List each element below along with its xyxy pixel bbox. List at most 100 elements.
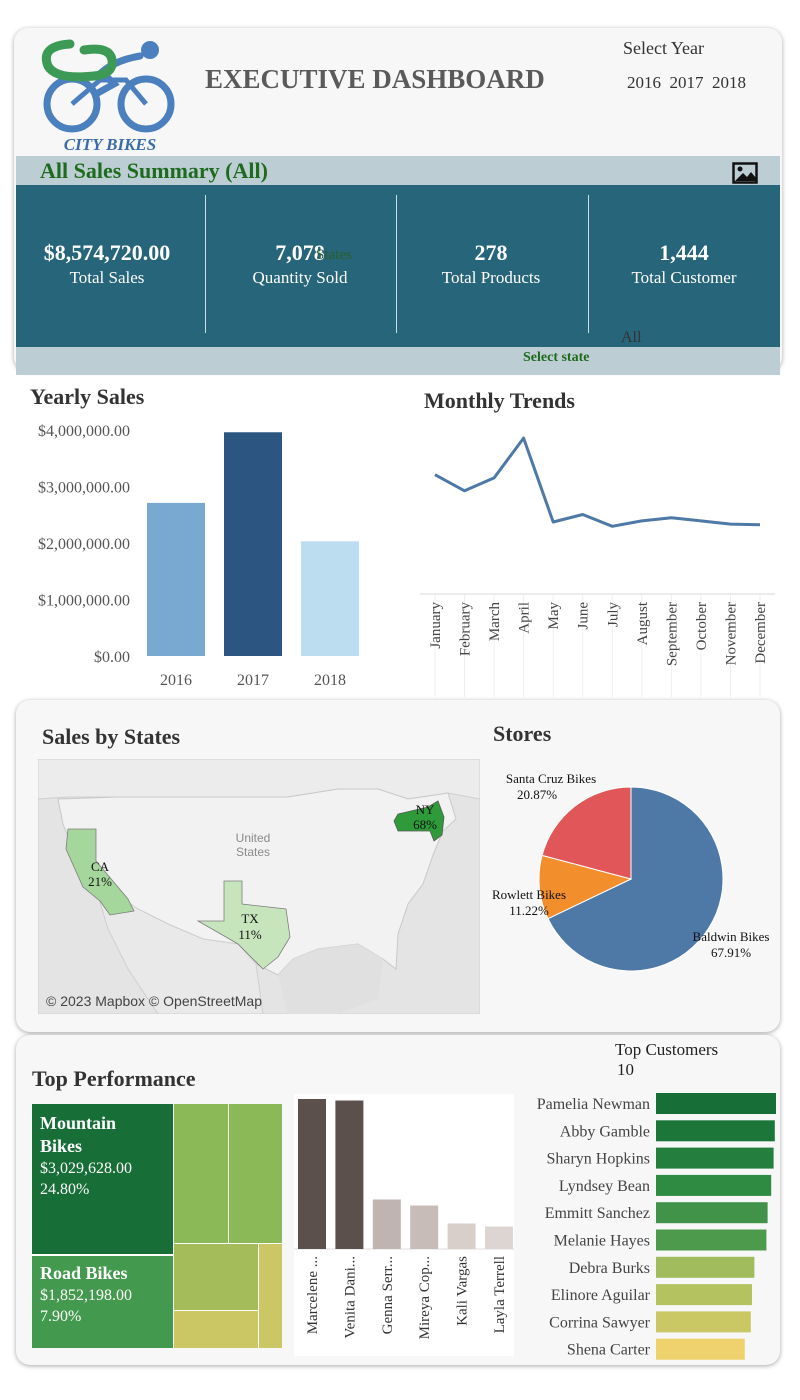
pie-label-baldwin-value: 67.91%	[711, 945, 751, 960]
state-ny-region[interactable]	[393, 800, 445, 842]
top-staff-plot-bg	[294, 1094, 514, 1356]
top-customer-name: Pamelia Newman	[537, 1096, 650, 1113]
yearly-sales-ytick: $3,000,000.00	[38, 480, 130, 497]
monthly-trends-plot-bg	[420, 422, 775, 594]
treemap-tile-category[interactable]	[174, 1104, 228, 1243]
select-state-label[interactable]: Select state	[523, 350, 590, 365]
monthly-trends-xlabel: January	[428, 602, 444, 649]
top-customer-name: Debra Burks	[569, 1260, 650, 1277]
top-staff-bar[interactable]	[335, 1100, 364, 1250]
pie-slice-baldwin-bikes[interactable]	[547, 786, 724, 972]
state-ny-share: 68%	[413, 817, 437, 832]
state-ny-name: NY	[416, 802, 435, 817]
pie-label-rowlett-name: Rowlett Bikes	[492, 887, 566, 902]
top-performance-treemap: Mountain Bikes $3,029,628.00 24.80% Road…	[32, 1104, 282, 1348]
monthly-trends-line[interactable]	[434, 436, 761, 528]
year-filter-options: 2016 2017 2018	[627, 73, 746, 93]
top-customer-name: Corrina Sawyer	[549, 1314, 651, 1331]
treemap-tile-mountain-bikes[interactable]: Mountain Bikes $3,029,628.00 24.80%	[32, 1104, 173, 1254]
state-ca-share: 21%	[88, 874, 112, 889]
monthly-trends-chart: January February March April May June July Augu…	[420, 422, 775, 697]
kpi-divider	[588, 195, 589, 333]
yearly-sales-xlabel: 2016	[160, 672, 192, 689]
treemap-mountain-bikes-value: $3,029,628.00	[40, 1160, 132, 1177]
yearly-sales-bar-2018[interactable]	[301, 541, 359, 656]
monthly-trends-xlabel: July	[605, 602, 621, 628]
top-staff-label: Kali Vargas	[455, 1256, 471, 1326]
top-customer-bar[interactable]	[656, 1147, 774, 1169]
treemap-tile-category[interactable]	[174, 1311, 258, 1348]
year-option-2018[interactable]: 2018	[712, 73, 746, 92]
pie-label-santa-cruz-value: 20.87%	[517, 787, 557, 802]
top-customer-bar[interactable]	[656, 1174, 772, 1196]
kpi-band	[16, 185, 780, 347]
top-staff-bar[interactable]	[410, 1205, 439, 1250]
map-gulf-water	[278, 944, 383, 1014]
yearly-sales-ytick: $1,000,000.00	[38, 593, 130, 610]
top-staff-bar[interactable]	[372, 1199, 401, 1250]
image-icon[interactable]	[732, 162, 758, 184]
state-ca-region[interactable]	[65, 828, 135, 916]
top-staff-label: Venita Dani...	[342, 1256, 358, 1338]
top-customer-bar[interactable]	[656, 1338, 745, 1360]
monthly-trends-xlabel: March	[487, 602, 503, 642]
top-customer-name: Elinore Aguilar	[551, 1287, 651, 1304]
year-option-2016[interactable]: 2016	[627, 73, 661, 92]
monthly-trends-xlabel: October	[694, 602, 710, 650]
kpi-total-sales-label: Total Sales	[69, 268, 145, 287]
monthly-trends-xlabel: February	[458, 602, 474, 657]
top-customer-bar[interactable]	[656, 1120, 775, 1142]
map-country-label-1: United	[236, 831, 271, 845]
top-customer-name: Emmitt Sanchez	[545, 1205, 650, 1222]
map-country-label-2: States	[236, 845, 270, 859]
monthly-trends-xlabel: April	[517, 602, 533, 634]
top-staff-bar[interactable]	[298, 1099, 326, 1249]
kpi-quantity-sold-value: 7,078	[275, 240, 325, 265]
treemap-tile-category[interactable]	[259, 1244, 282, 1348]
top-customers-title: Top Customers	[615, 1040, 719, 1059]
top-staff-bar[interactable]	[485, 1226, 513, 1250]
yearly-sales-xlabel: 2018	[314, 672, 346, 689]
treemap-tile-category[interactable]	[229, 1104, 282, 1243]
sales-by-states-map[interactable]: United States CA 21% TX 11% NY 68% © 202…	[38, 759, 480, 1014]
monthly-trends-xlabel: August	[635, 601, 651, 645]
top-customer-bar[interactable]	[656, 1093, 776, 1114]
top-customer-name: Shena Carter	[567, 1342, 651, 1359]
top-customer-bar[interactable]	[656, 1202, 768, 1224]
monthly-trends-xlabel: May	[546, 602, 562, 630]
yearly-sales-bar-2016[interactable]	[147, 502, 205, 656]
brand-name: CITY BIKES	[64, 135, 156, 154]
treemap-tile-category[interactable]	[174, 1244, 258, 1310]
map-canada-land	[38, 759, 480, 800]
pie-slice-santa-cruz-bikes[interactable]	[541, 786, 632, 880]
state-ca-name: CA	[91, 859, 110, 874]
yearly-sales-xlabel: 2017	[237, 672, 269, 689]
monthly-trends-xlabel: November	[723, 602, 739, 665]
summary-title: All Sales Summary (All)	[40, 158, 268, 183]
top-staff-label: Layla Terrell	[492, 1256, 508, 1333]
pie-label-baldwin-name: Baldwin Bikes	[693, 929, 770, 944]
kpi-divider	[205, 195, 206, 333]
state-filter-value[interactable]: All	[621, 329, 642, 346]
yearly-sales-chart: $4,000,000.00 $3,000,000.00 $2,000,000.00 $…	[38, 420, 368, 689]
pie-slice-rowlett-bikes[interactable]	[538, 854, 633, 920]
top-customer-bar[interactable]	[656, 1256, 755, 1278]
top-customer-name: Lyndsey Bean	[559, 1178, 650, 1195]
state-tx-share: 11%	[238, 927, 262, 942]
top-customer-bar[interactable]	[656, 1284, 752, 1306]
state-tx-region[interactable]	[196, 880, 291, 970]
treemap-mountain-bikes-name: Mountain Bikes	[40, 1113, 117, 1156]
treemap-mountain-bikes-share: 24.80%	[40, 1181, 90, 1198]
year-filter-label: Select Year	[623, 38, 704, 58]
top-customer-bar[interactable]	[656, 1229, 767, 1251]
yearly-sales-bar-2017[interactable]	[224, 432, 282, 656]
yearly-sales-title: Yearly Sales	[30, 384, 145, 409]
treemap-road-bikes-value: $1,852,198.00	[40, 1287, 132, 1304]
top-staff-bar-chart: Marcelene ... Venita Dani... Genna Serr...…	[294, 1094, 514, 1356]
treemap-tile-road-bikes[interactable]: Road Bikes $1,852,198.00 7.90%	[32, 1256, 173, 1348]
treemap-road-bikes-share: 7.90%	[40, 1308, 82, 1325]
top-customer-bar[interactable]	[656, 1311, 751, 1333]
year-option-2017[interactable]: 2017	[669, 73, 704, 92]
top-customers-filter-value[interactable]: 10	[617, 1060, 634, 1079]
top-staff-bar[interactable]	[447, 1223, 476, 1250]
